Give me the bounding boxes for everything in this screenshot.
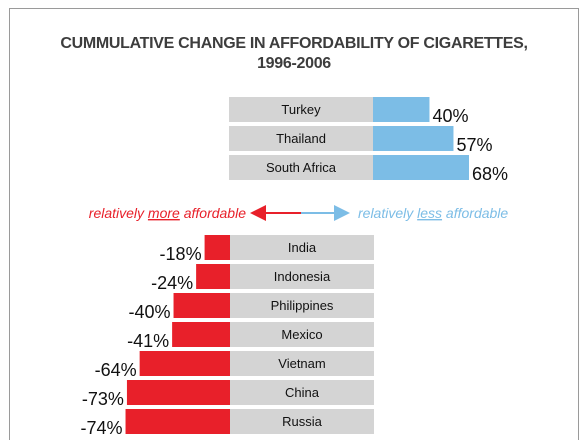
- bar-mexico: [172, 322, 230, 347]
- label-box-russia: [230, 409, 374, 434]
- legend: relatively more affordable relatively le…: [89, 205, 508, 221]
- legend-right-emphasis: less: [417, 205, 442, 221]
- label-box-mexico: [230, 322, 374, 347]
- legend-left-prefix: relatively: [89, 205, 148, 221]
- value-label-thailand: 57%: [456, 135, 492, 155]
- bar-thailand: [373, 126, 454, 151]
- bar-vietnam: [139, 351, 230, 376]
- legend-left-suffix: affordable: [180, 205, 246, 221]
- positive-bars-group: Turkey 40% Thailand 57% South Africa 68%: [229, 97, 508, 184]
- label-box-vietnam: [230, 351, 374, 376]
- value-label-south-africa: 68%: [472, 164, 508, 184]
- label-box-indonesia: [230, 264, 374, 289]
- value-label-vietnam: -64%: [95, 360, 137, 380]
- category-label-mexico: Mexico: [281, 327, 322, 342]
- negative-bars-group: India -18% Indonesia -24% Philippines -40% Mex…: [80, 235, 374, 438]
- bar-south-africa: [373, 155, 469, 180]
- category-label-thailand: Thailand: [276, 131, 326, 146]
- label-box-philippines: [230, 293, 374, 318]
- label-box-india: [230, 235, 374, 260]
- value-label-india: -18%: [160, 244, 202, 264]
- category-label-south-africa: South Africa: [266, 160, 337, 175]
- legend-left-arrowhead: [250, 205, 266, 221]
- value-label-russia: -74%: [80, 418, 122, 438]
- legend-right-suffix: affordable: [442, 205, 508, 221]
- label-box-turkey: [229, 97, 373, 122]
- category-label-vietnam: Vietnam: [278, 356, 325, 371]
- legend-right-prefix: relatively: [358, 205, 417, 221]
- chart-title-line1: CUMMULATIVE CHANGE IN AFFORDABILITY OF C…: [60, 35, 528, 52]
- category-label-india: India: [288, 240, 317, 255]
- value-label-china: -73%: [82, 389, 124, 409]
- value-label-philippines: -40%: [128, 302, 170, 322]
- category-label-indonesia: Indonesia: [274, 269, 331, 284]
- value-label-turkey: 40%: [432, 106, 468, 126]
- label-box-china: [230, 380, 374, 405]
- bar-turkey: [373, 97, 430, 122]
- category-label-turkey: Turkey: [281, 102, 321, 117]
- legend-left-emphasis: more: [148, 205, 180, 221]
- legend-right-arrowhead: [334, 205, 350, 221]
- chart-frame: [9, 8, 579, 440]
- category-label-china: China: [285, 385, 320, 400]
- chart-title: CUMMULATIVE CHANGE IN AFFORDABILITY OF C…: [9, 34, 579, 74]
- category-label-russia: Russia: [282, 414, 323, 429]
- value-label-indonesia: -24%: [151, 273, 193, 293]
- legend-left-text: relatively more affordable: [89, 205, 246, 221]
- chart-title-line2: 1996-2006: [257, 55, 331, 72]
- bar-india: [204, 235, 230, 260]
- category-label-philippines: Philippines: [271, 298, 334, 313]
- bar-philippines: [173, 293, 230, 318]
- label-box-south-africa: [229, 155, 373, 180]
- bar-russia: [125, 409, 230, 434]
- legend-right-text: relatively less affordable: [358, 205, 508, 221]
- bar-china: [126, 380, 230, 405]
- bar-indonesia: [196, 264, 230, 289]
- label-box-thailand: [229, 126, 373, 151]
- value-label-mexico: -41%: [127, 331, 169, 351]
